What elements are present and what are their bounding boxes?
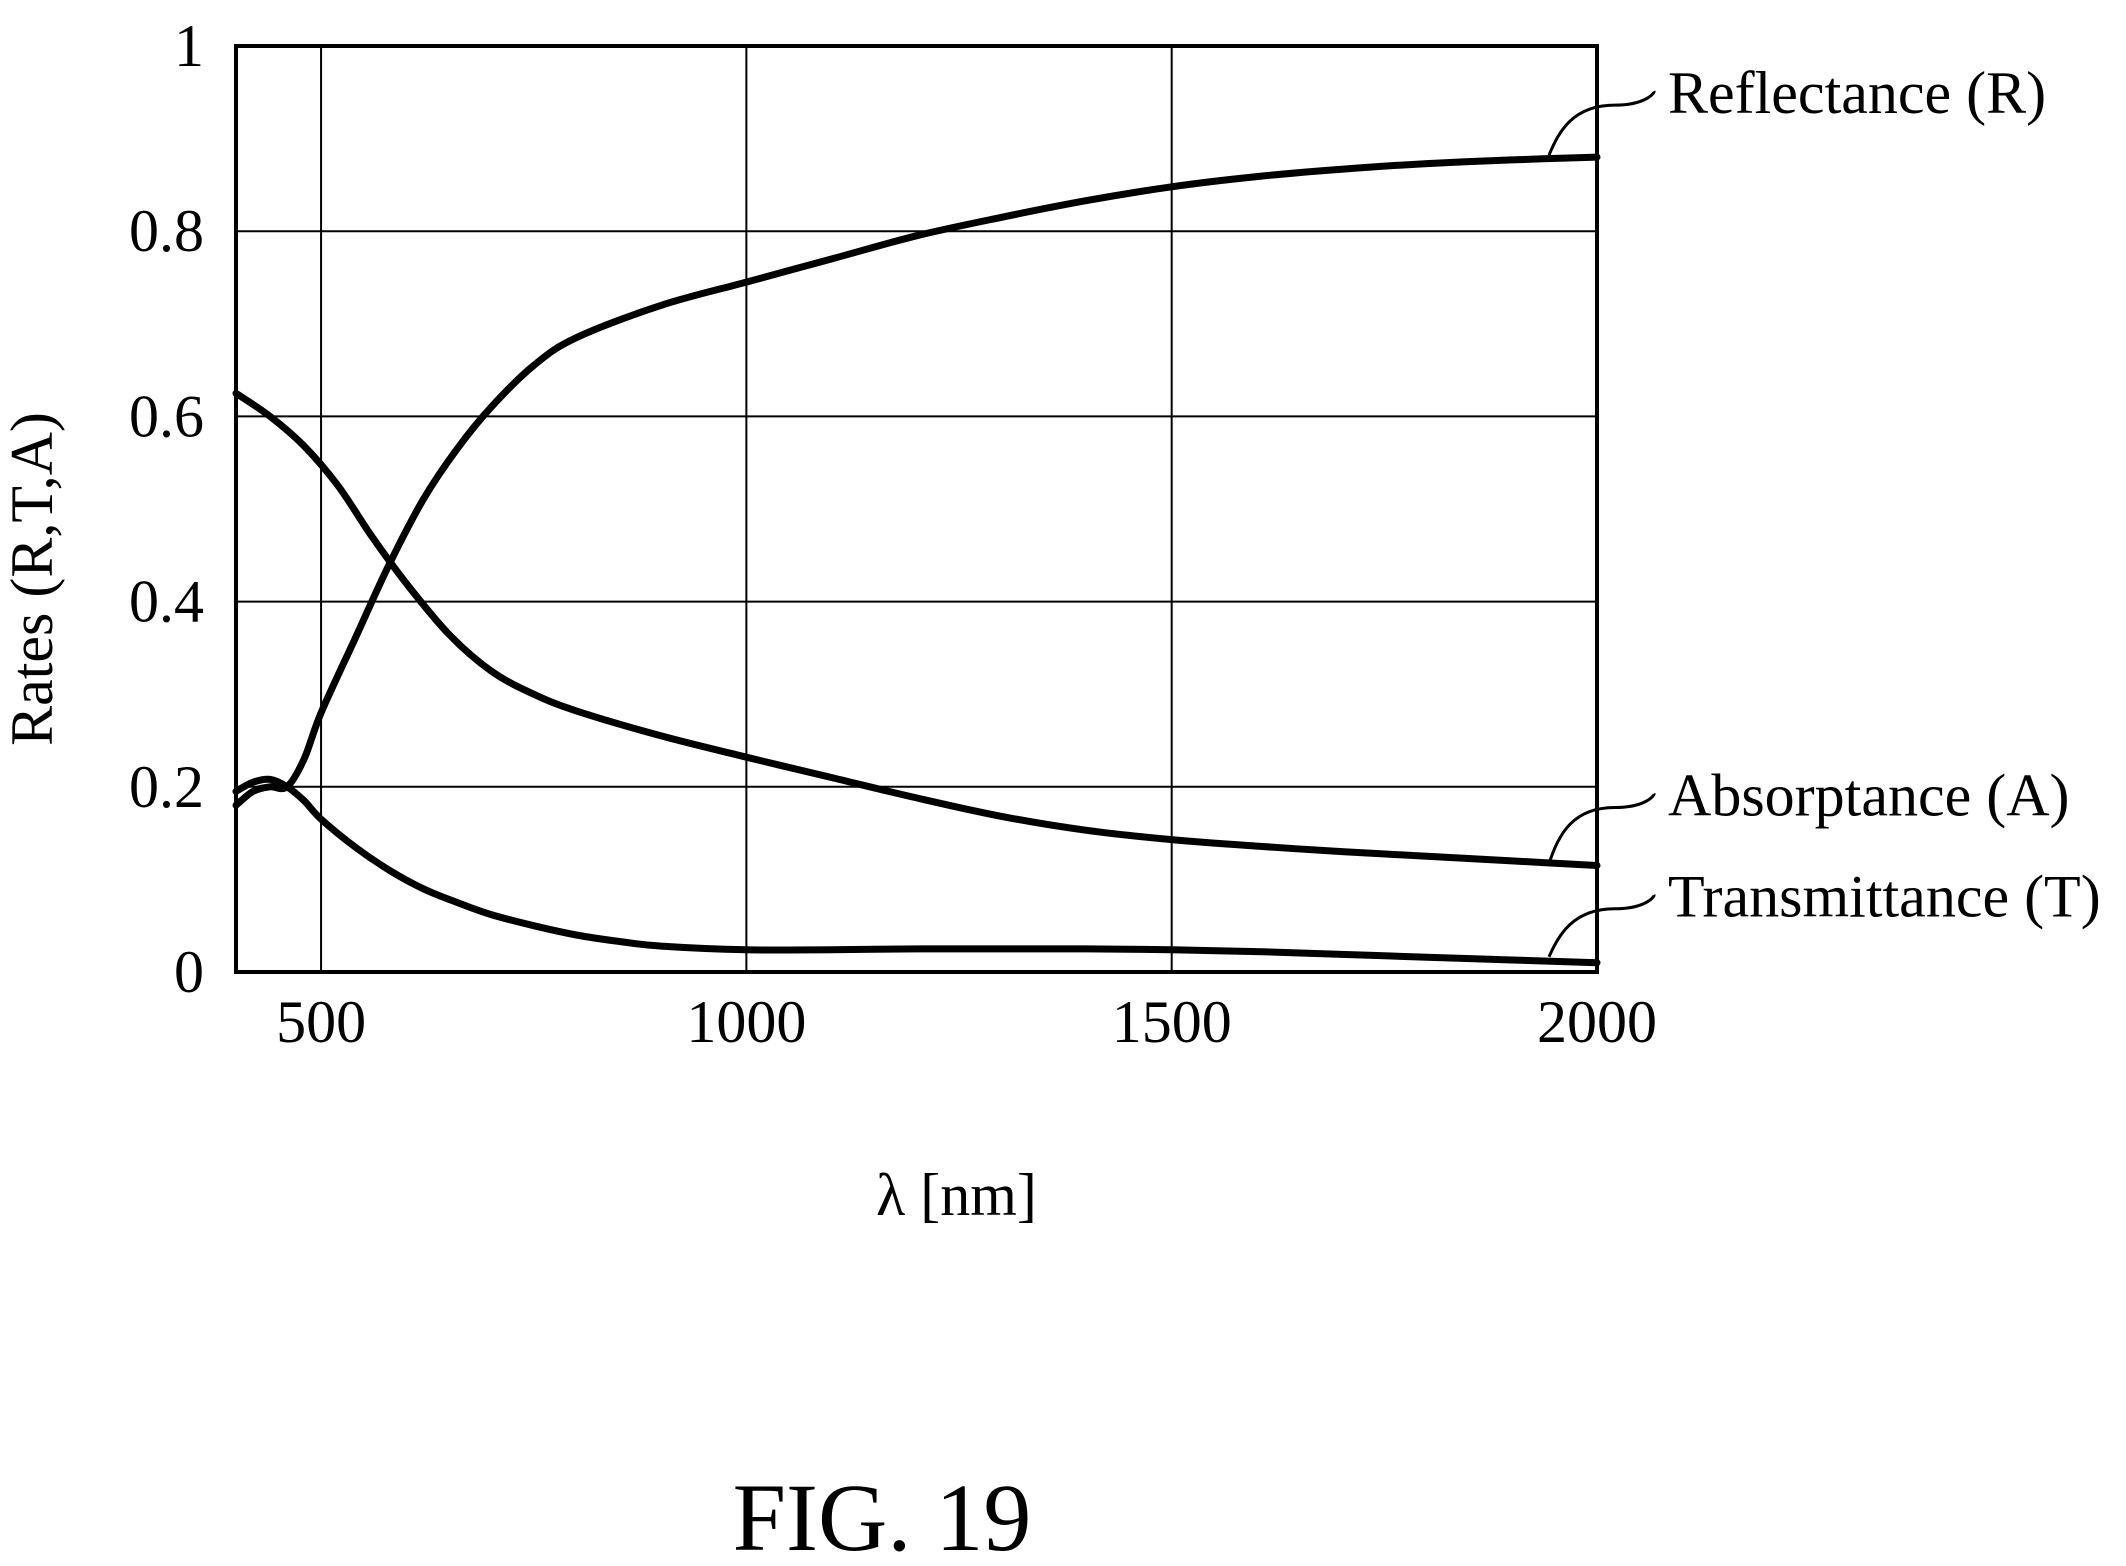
plot-frame: [234, 44, 1599, 974]
y-axis-ticks: 0 0.2 0.4 0.6 0.8 1: [129, 13, 204, 1005]
x-tick-label: 1500: [1112, 989, 1232, 1055]
y-tick-label: 0.4: [129, 569, 204, 635]
y-tick-label: 0.2: [129, 754, 204, 820]
reflectance-leader-line: [1547, 90, 1656, 156]
y-tick-label: 1: [174, 13, 204, 79]
transmittance-label: Transmittance (T): [1668, 864, 2101, 930]
y-tick-label: 0: [174, 939, 204, 1005]
y-tick-label: 0.8: [129, 198, 204, 264]
reflectance-line: [232, 153, 1601, 809]
transmittance-line: [232, 775, 1601, 967]
transmittance-leader-line: [1547, 894, 1656, 958]
y-tick-label: 0.6: [129, 383, 204, 449]
series-labels: Reflectance (R) Absorptance (A) Transmitta…: [1547, 60, 2101, 958]
x-axis-ticks: 500 1000 1500 2000: [276, 989, 1657, 1055]
x-tick-label: 1000: [686, 989, 806, 1055]
x-tick-label: 500: [276, 989, 366, 1055]
grid-lines: [236, 45, 1598, 973]
x-axis-title: λ [nm]: [876, 1162, 1037, 1228]
absorptance-label: Absorptance (A): [1668, 763, 2070, 829]
series-lines: [232, 153, 1601, 967]
absorptance-line: [232, 389, 1601, 869]
figure-caption: FIG. 19: [733, 1464, 1032, 1566]
reflectance-label: Reflectance (R): [1668, 60, 2046, 126]
x-tick-label: 2000: [1537, 989, 1657, 1055]
absorptance-leader-line: [1547, 792, 1656, 864]
y-axis-title: Rates (R,T,A): [0, 412, 65, 746]
